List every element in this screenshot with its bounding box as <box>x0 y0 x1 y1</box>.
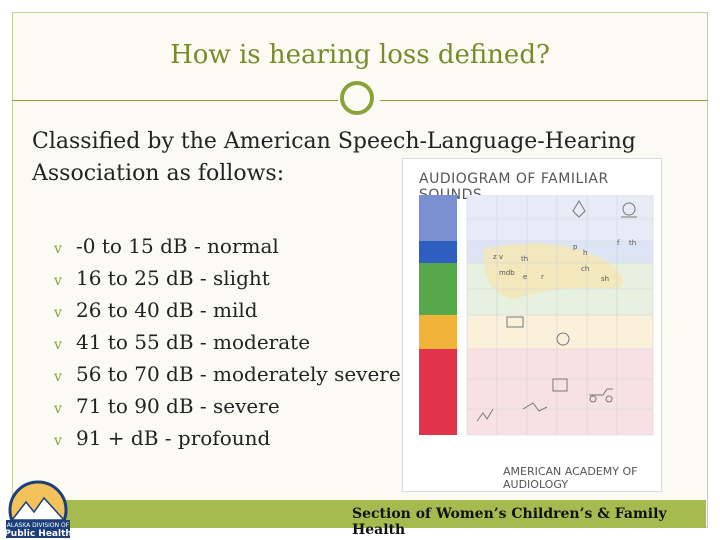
svg-text:th: th <box>629 239 636 247</box>
svg-text:f: f <box>617 239 620 247</box>
list-item: v 41 to 55 dB - moderate <box>54 326 401 358</box>
footer-text: Section of Women’s Children’s & Family H… <box>352 506 667 538</box>
slide-subtitle: Classified by the American Speech-Langua… <box>32 129 636 186</box>
svg-text:p: p <box>573 243 578 251</box>
audiogram-image: AUDIOGRAM OF FAMILIAR SOUNDS <box>402 158 662 492</box>
audiogram-brand: AMERICAN ACADEMY OF AUDIOLOGY <box>503 465 638 491</box>
check-bullet-icon: v <box>54 369 62 385</box>
list-item: v 71 to 90 dB - severe <box>54 390 401 422</box>
svg-text:h: h <box>583 249 587 257</box>
profound-band <box>419 349 457 435</box>
check-bullet-icon: v <box>54 305 62 321</box>
svg-text:mdb: mdb <box>499 269 515 277</box>
svg-text:th: th <box>521 255 528 263</box>
list-item: v 16 to 25 dB - slight <box>54 262 401 294</box>
severe-band <box>419 315 457 349</box>
divider-right <box>380 100 708 101</box>
normal-band <box>419 195 457 241</box>
svg-text:sh: sh <box>601 275 609 283</box>
alaska-public-health-logo: ALASKA DIVISION OF Public Health <box>4 480 72 538</box>
divider-circle-icon <box>340 81 374 115</box>
svg-text:z v: z v <box>493 253 503 261</box>
logo-line1: ALASKA DIVISION OF <box>7 522 70 529</box>
svg-text:e: e <box>523 273 527 281</box>
list-item: v 56 to 70 dB - moderately severe <box>54 358 401 390</box>
check-bullet-icon: v <box>54 273 62 289</box>
slide-title: How is hearing loss defined? <box>170 40 550 70</box>
check-bullet-icon: v <box>54 337 62 353</box>
audiogram-chart-graphic: z v th ph f th mdb e r ch sh <box>419 195 654 436</box>
check-bullet-icon: v <box>54 241 62 257</box>
check-bullet-icon: v <box>54 433 62 449</box>
svg-text:ch: ch <box>581 265 589 273</box>
divider-left <box>12 100 338 101</box>
list-item: v 91 + dB - profound <box>54 422 401 454</box>
footer-bar <box>14 500 706 528</box>
list-item: v -0 to 15 dB - normal <box>54 230 401 262</box>
hearing-loss-list: v -0 to 15 dB - normal v 16 to 25 dB - sli… <box>54 230 401 454</box>
list-item: v 26 to 40 dB - mild <box>54 294 401 326</box>
svg-text:r: r <box>541 273 544 281</box>
check-bullet-icon: v <box>54 401 62 417</box>
moderate-band <box>419 263 457 315</box>
logo-line2: Public Health <box>4 529 72 538</box>
mild-band <box>419 241 457 263</box>
